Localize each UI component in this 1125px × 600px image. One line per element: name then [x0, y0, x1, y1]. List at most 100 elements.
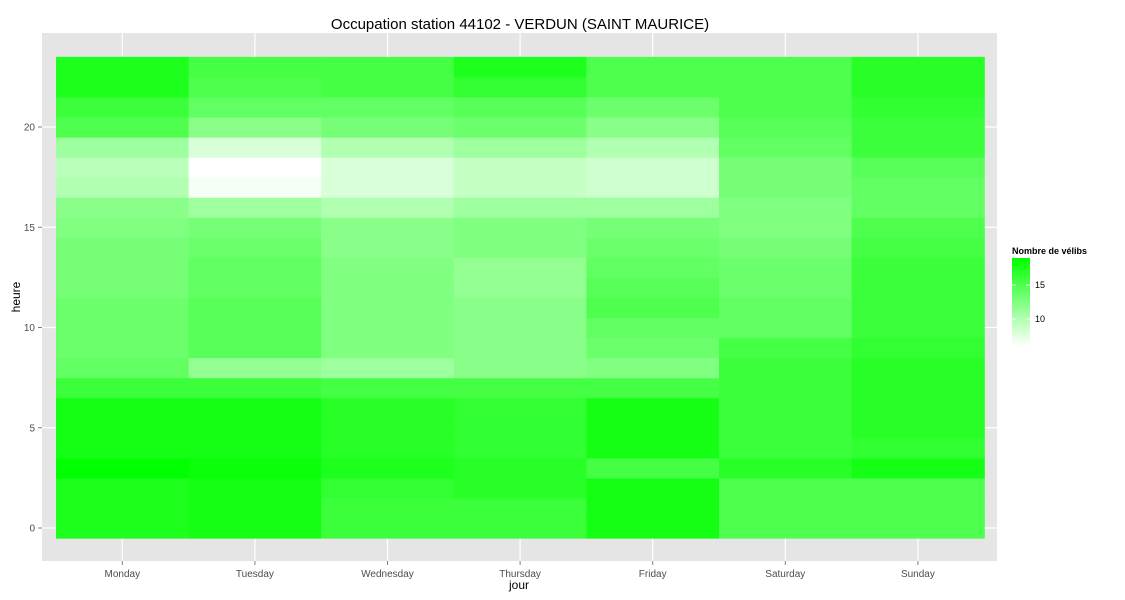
x-tick-label: Wednesday	[361, 569, 414, 580]
heatmap-cell	[188, 96, 322, 118]
heatmap-cell	[321, 497, 455, 519]
heatmap-cell	[586, 157, 720, 178]
heatmap-cell	[851, 96, 985, 118]
heatmap-cell	[453, 517, 587, 539]
heatmap-cell	[321, 116, 455, 138]
heatmap-cell	[851, 257, 985, 278]
heatmap-cell	[56, 457, 190, 479]
heatmap-cell	[851, 197, 985, 218]
heatmap-cell	[321, 157, 455, 178]
heatmap-cell	[719, 197, 853, 218]
heatmap-cell	[56, 96, 190, 118]
heatmap-cell	[188, 257, 322, 278]
x-tick-label: Monday	[105, 569, 141, 580]
heatmap-cell	[56, 377, 190, 399]
heatmap-cell	[453, 457, 587, 479]
heatmap-cell	[719, 417, 853, 439]
heatmap-cell	[719, 157, 853, 178]
heatmap-cell	[321, 457, 455, 479]
heatmap-cell	[56, 157, 190, 178]
heatmap-cell	[586, 497, 720, 519]
heatmap-cell	[321, 337, 455, 359]
heatmap-cell	[719, 277, 853, 299]
heatmap-cell	[188, 457, 322, 479]
heatmap-cell	[719, 437, 853, 459]
heatmap-cell	[586, 297, 720, 319]
heatmap-cell	[851, 517, 985, 539]
heatmap-cell	[56, 237, 190, 258]
heatmap-cell	[586, 277, 720, 299]
heatmap-cell	[321, 297, 455, 319]
heatmap-cell	[453, 177, 587, 198]
heatmap-cell	[851, 116, 985, 138]
heatmap-cell	[586, 197, 720, 218]
heatmap-cell	[586, 457, 720, 479]
legend-ticks: 10 15	[1012, 280, 1045, 324]
heatmap-cell	[321, 217, 455, 238]
x-tick-label: Thursday	[499, 569, 541, 580]
x-tick-label: Sunday	[901, 569, 935, 580]
heatmap-cell	[188, 357, 322, 379]
x-tick-label: Saturday	[765, 569, 805, 580]
heatmap-cell	[453, 157, 587, 178]
heatmap-cell	[719, 237, 853, 258]
heatmap-cell	[56, 417, 190, 439]
y-axis-ticks: 0 5 10 15 20	[24, 123, 42, 535]
heatmap-cell	[321, 277, 455, 299]
heatmap-cell	[56, 116, 190, 138]
heatmap-cell	[188, 497, 322, 519]
heatmap-cell	[586, 437, 720, 459]
heatmap-cell	[851, 377, 985, 399]
heatmap-cell	[188, 397, 322, 419]
heatmap-cell	[586, 417, 720, 439]
heatmap-cell	[321, 197, 455, 218]
heatmap-cell	[321, 257, 455, 278]
heatmap-cell	[719, 257, 853, 278]
heatmap-cell	[586, 317, 720, 339]
heatmap-cell	[719, 477, 853, 499]
heatmap-cell	[586, 237, 720, 258]
heatmap-cell	[719, 357, 853, 379]
heatmap-cell	[56, 517, 190, 539]
heatmap-cell	[851, 177, 985, 198]
heatmap-cell	[188, 437, 322, 459]
heatmap-cell	[453, 197, 587, 218]
heatmap-cell	[719, 397, 853, 419]
heatmap-cell	[851, 337, 985, 359]
x-tick-label: Tuesday	[236, 569, 274, 580]
heatmap-cell	[851, 497, 985, 519]
heatmap-cell	[851, 277, 985, 299]
heatmap-cell	[321, 137, 455, 158]
heatmap-cell	[453, 437, 587, 459]
heatmap-cell	[719, 76, 853, 98]
heatmap-cell	[719, 56, 853, 78]
heatmap-cell	[586, 517, 720, 539]
heatmap-cell	[56, 76, 190, 98]
heatmap-cell	[56, 56, 190, 78]
heatmap-cell	[453, 317, 587, 339]
heatmap-cell	[188, 377, 322, 399]
heatmap-cell	[851, 457, 985, 479]
heatmap-cell	[719, 317, 853, 339]
heatmap-cell	[453, 397, 587, 419]
heatmap-cell	[851, 437, 985, 459]
heatmap-cell	[453, 477, 587, 499]
heatmap-cell	[851, 56, 985, 78]
heatmap-cell	[453, 297, 587, 319]
heatmap-cell	[188, 197, 322, 218]
heatmap-cell	[851, 297, 985, 319]
heatmap-cell	[453, 357, 587, 379]
heatmap-cell	[56, 257, 190, 278]
heatmap-cell	[453, 257, 587, 278]
heatmap-cell	[56, 277, 190, 299]
heatmap-cell	[453, 76, 587, 98]
heatmap-cell	[851, 317, 985, 339]
heatmap-cell	[188, 277, 322, 299]
heatmap-cell	[56, 397, 190, 419]
heatmap-cell	[56, 437, 190, 459]
y-tick-label: 10	[24, 323, 36, 334]
heatmap-cell	[453, 116, 587, 138]
heatmap-cell	[188, 76, 322, 98]
heatmap-cell	[188, 137, 322, 158]
heatmap-cell	[56, 137, 190, 158]
